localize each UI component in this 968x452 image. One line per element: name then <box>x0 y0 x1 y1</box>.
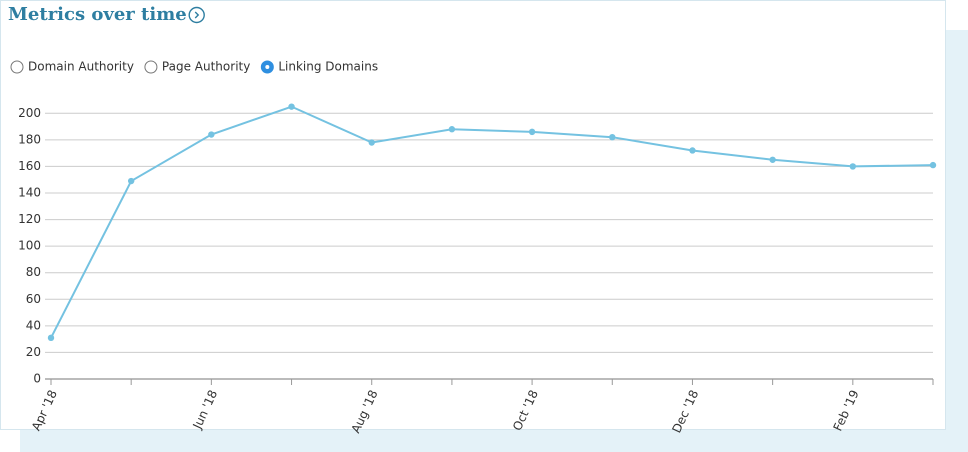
data-point <box>528 128 536 136</box>
y-tick-label: 20 <box>26 345 41 359</box>
data-point <box>849 163 857 170</box>
y-tick-label: 40 <box>26 318 41 332</box>
y-tick-label: 180 <box>18 132 41 146</box>
radio-button[interactable] <box>144 60 158 74</box>
y-tick-label: 160 <box>18 159 41 173</box>
data-point <box>769 156 776 163</box>
y-tick-label: 0 <box>33 372 41 386</box>
radio-button[interactable] <box>10 60 24 74</box>
data-point <box>368 139 375 146</box>
chart-title: Metrics over time <box>8 4 187 25</box>
y-tick-label: 120 <box>18 212 41 226</box>
y-tick-label: 200 <box>18 106 41 120</box>
data-point <box>288 103 295 110</box>
y-tick-label: 60 <box>26 292 41 306</box>
x-tick-label: Oct '18 <box>510 388 541 433</box>
data-point <box>609 134 616 141</box>
data-point <box>47 334 55 342</box>
x-tick-label: Feb '19 <box>831 388 862 433</box>
x-tick-label: Dec '18 <box>669 388 701 435</box>
y-tick-label: 100 <box>18 239 41 253</box>
card <box>0 0 946 430</box>
y-tick-label: 140 <box>18 186 41 200</box>
data-point <box>929 161 937 169</box>
data-point <box>448 126 456 133</box>
y-tick-label: 80 <box>26 265 41 279</box>
data-point <box>689 147 696 154</box>
data-point <box>127 177 135 185</box>
series-line <box>50 105 934 339</box>
radio-label[interactable]: Linking Domains <box>278 60 378 74</box>
x-tick-label: Aug '18 <box>349 388 381 435</box>
radio-dot <box>265 65 270 69</box>
radio-label[interactable]: Domain Authority <box>28 60 134 74</box>
data-point <box>208 131 215 138</box>
x-tick-label: Apr '18 <box>29 388 60 433</box>
info-icon[interactable] <box>188 6 205 24</box>
radio-label[interactable]: Page Authority <box>162 60 250 74</box>
x-tick-label: Jun '18 <box>190 388 220 432</box>
